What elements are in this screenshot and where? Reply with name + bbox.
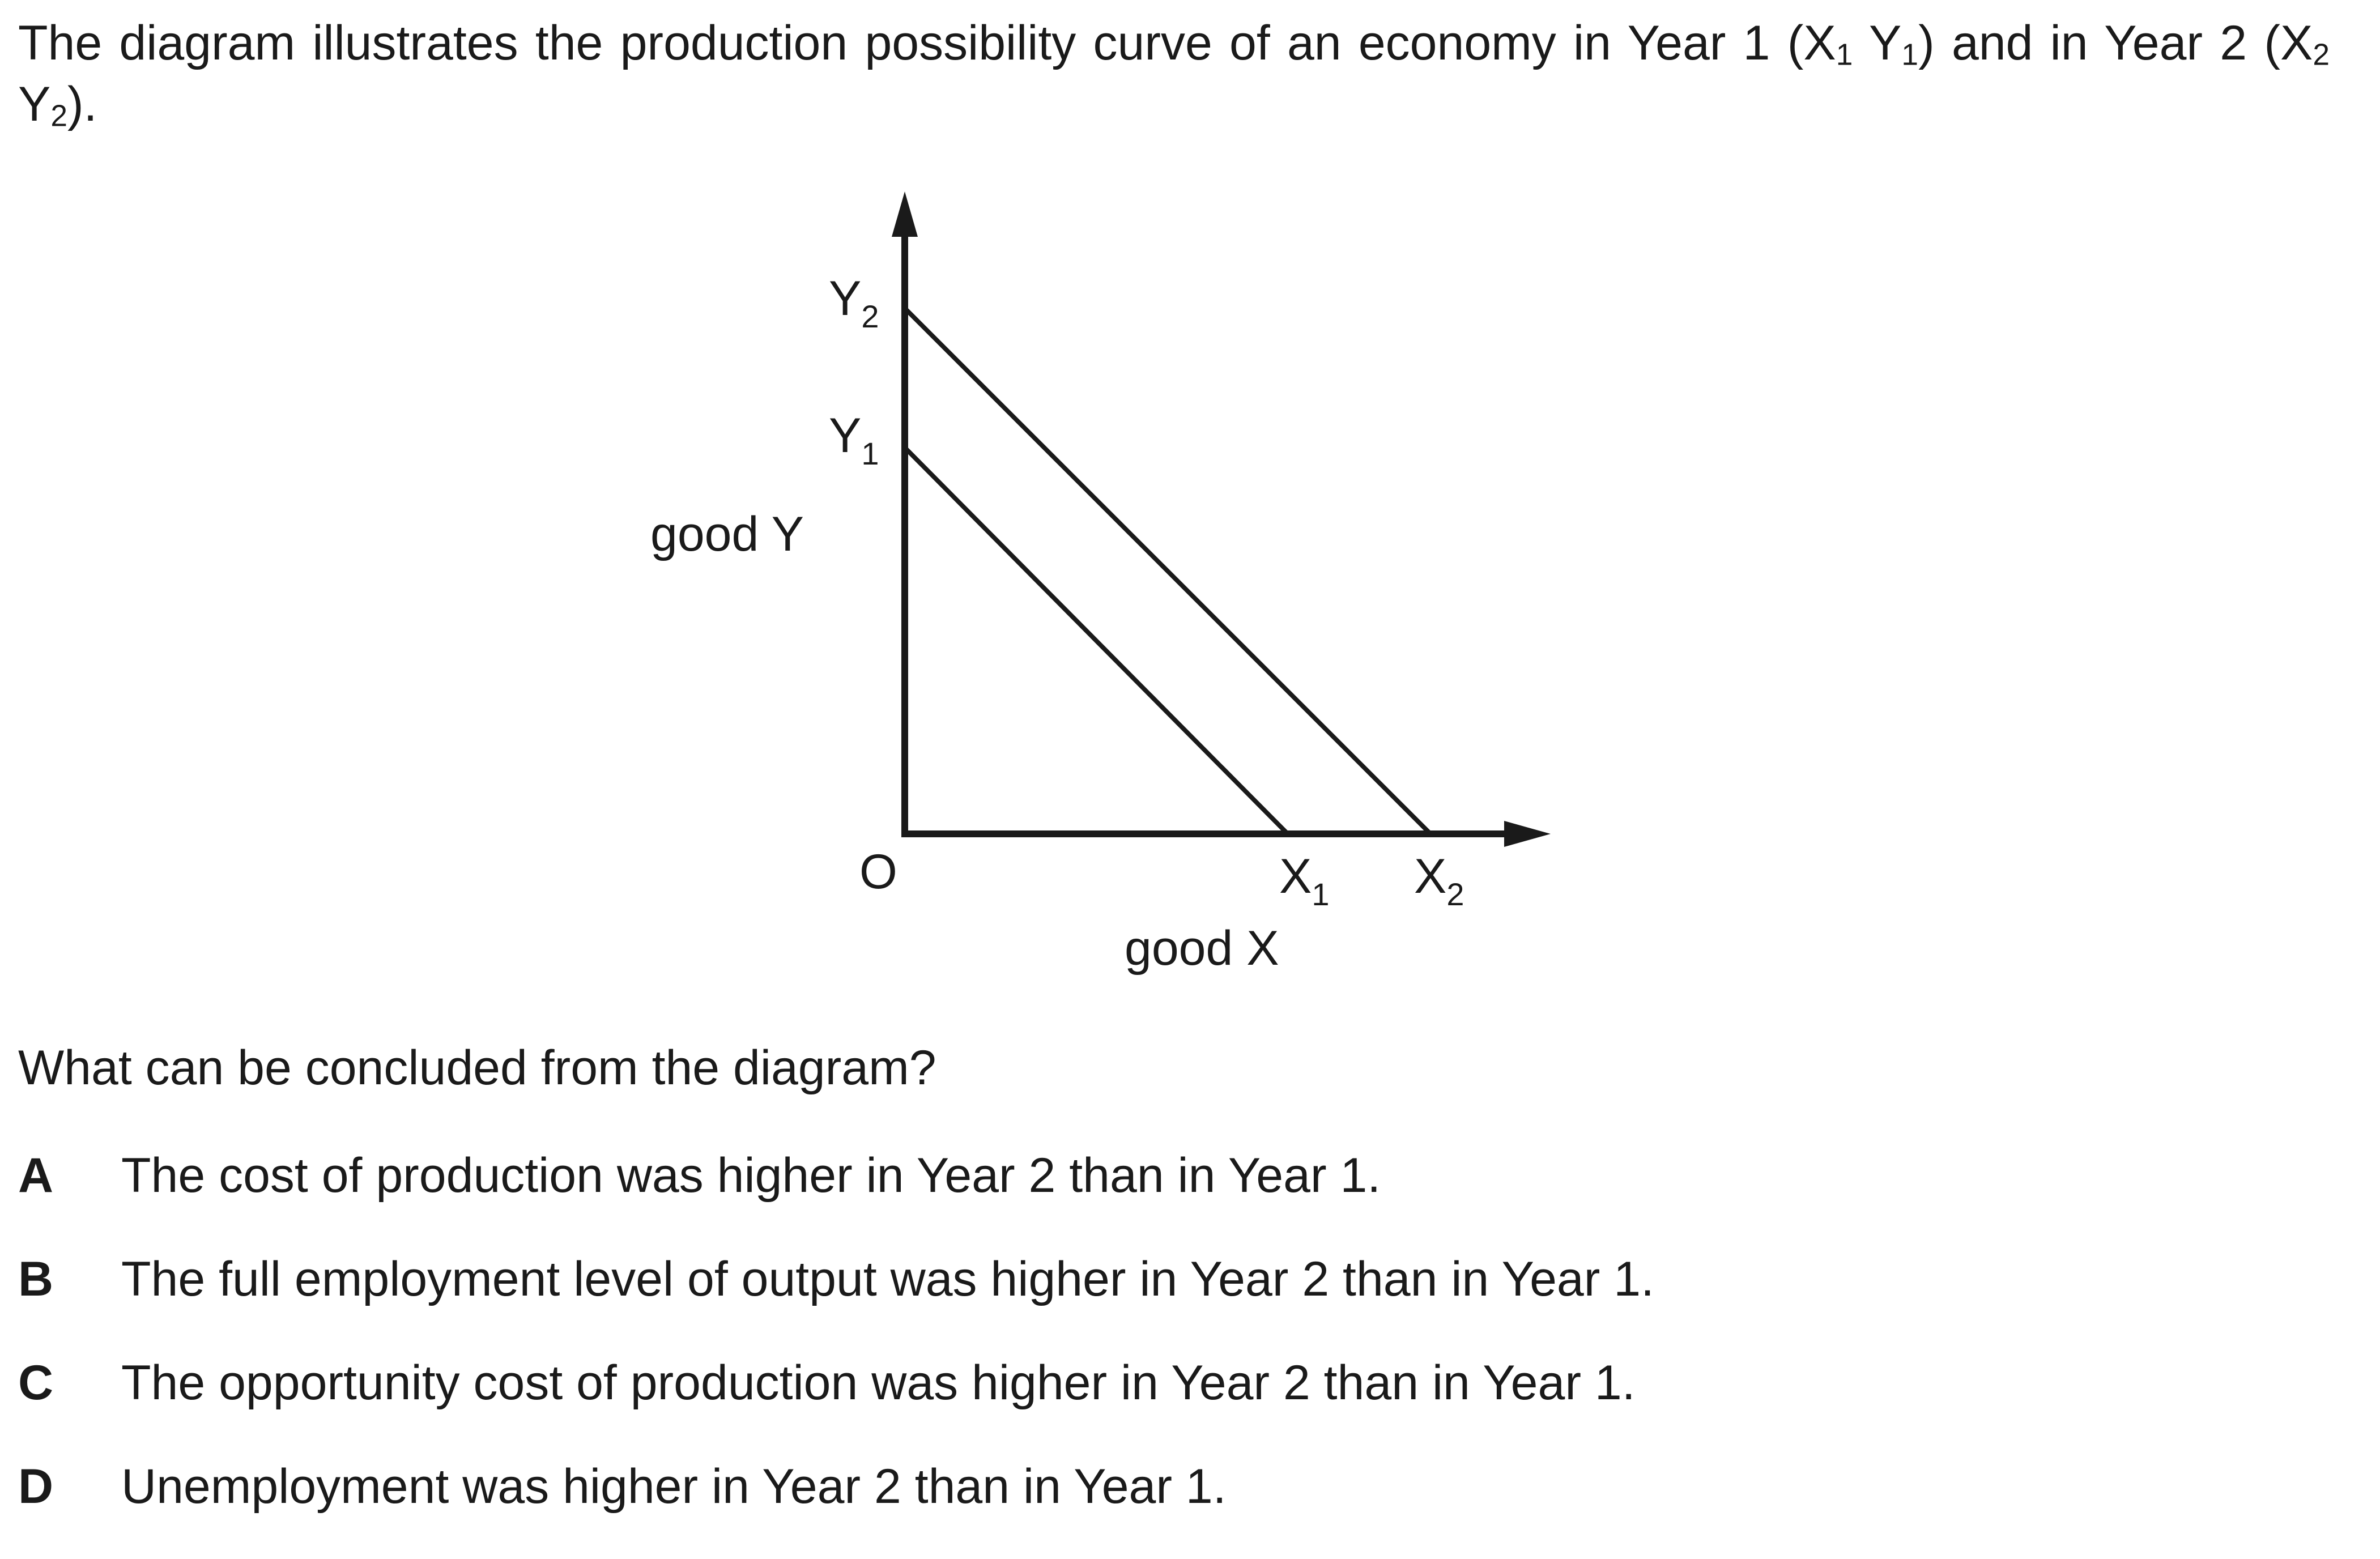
ppc-year-1 xyxy=(903,446,1289,836)
x2-letter: X xyxy=(1414,849,1446,904)
option-text: Unemployment was higher in Year 2 than i… xyxy=(121,1459,1227,1514)
option-text: The opportunity cost of production was h… xyxy=(121,1356,1636,1410)
x1-sub: 1 xyxy=(1312,876,1329,912)
origin-label: O xyxy=(859,845,897,899)
y2-letter: Y xyxy=(829,271,861,326)
x1-letter: X xyxy=(1279,849,1312,904)
point-label-y2: Y2 xyxy=(829,271,879,334)
y-axis-arrowhead xyxy=(892,191,918,237)
option-text: The full employment level of output was … xyxy=(121,1252,1654,1306)
option-a[interactable]: A The cost of production was higher in Y… xyxy=(18,1144,2284,1248)
option-letter: C xyxy=(18,1356,54,1410)
ppc-year-2 xyxy=(903,306,1432,836)
stem-sub-4: 2 xyxy=(50,99,68,133)
option-d[interactable]: D Unemployment was higher in Year 2 than… xyxy=(18,1455,2284,1559)
option-letter: B xyxy=(18,1252,54,1306)
option-letter: D xyxy=(18,1459,54,1514)
stem-text-5: ). xyxy=(67,77,97,131)
point-label-y1: Y1 xyxy=(829,408,879,471)
x-axis-label: good X xyxy=(1125,921,1279,976)
stem-text-4: Y xyxy=(18,77,51,131)
option-b[interactable]: B The full employment level of output wa… xyxy=(18,1248,2284,1352)
y1-letter: Y xyxy=(829,408,861,463)
question-prompt: What can be concluded from the diagram? xyxy=(18,1041,936,1095)
stem-text-3: ) and in Year 2 (X xyxy=(1918,16,2313,70)
y1-sub: 1 xyxy=(861,436,879,471)
answer-options: A The cost of production was higher in Y… xyxy=(18,1144,2284,1559)
option-text: The cost of production was higher in Yea… xyxy=(121,1148,1381,1203)
stem-text-1: The diagram illustrates the production p… xyxy=(18,16,1836,70)
x-axis-arrowhead xyxy=(1504,821,1551,847)
stem-sub-3: 2 xyxy=(2313,38,2330,72)
stem-sub-1: 1 xyxy=(1836,38,1853,72)
point-label-x1: X1 xyxy=(1279,849,1330,912)
stem-sub-2: 1 xyxy=(1901,38,1919,72)
stem-text-2: Y xyxy=(1853,16,1902,70)
option-letter: A xyxy=(18,1148,54,1203)
y2-sub: 2 xyxy=(861,299,879,334)
x2-sub: 2 xyxy=(1446,876,1464,912)
option-c[interactable]: C The opportunity cost of production was… xyxy=(18,1352,2284,1455)
question-stem: The diagram illustrates the production p… xyxy=(18,12,2330,135)
y-axis-label: good Y xyxy=(650,507,804,561)
point-label-x2: X2 xyxy=(1414,849,1464,912)
ppc-diagram: Y2 Y1 good Y O X1 X2 good X xyxy=(650,191,1551,976)
